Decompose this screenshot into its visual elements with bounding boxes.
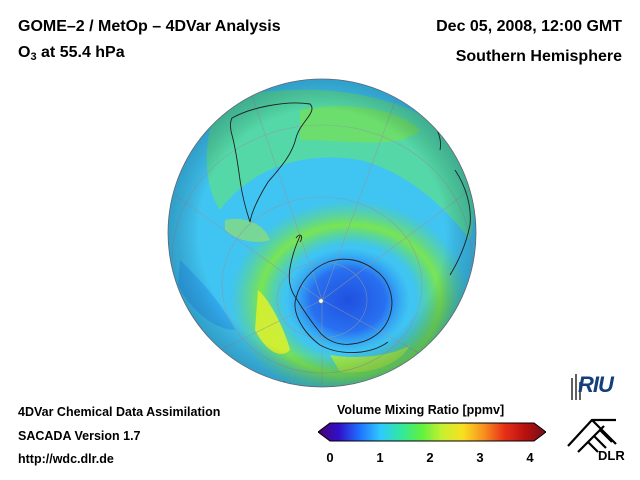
species-subscript: 3 (30, 51, 37, 63)
colorbar-title: Volume Mixing Ratio [ppmv] (337, 403, 505, 417)
colorbar-tick-0: 0 (326, 450, 334, 465)
colorbar-tick-4: 4 (526, 450, 534, 465)
region-label: Southern Hemisphere (455, 48, 622, 65)
species-name: O (18, 44, 31, 61)
species-level-title: O3 at 55.4 hPa (18, 44, 125, 63)
globe-field (168, 79, 476, 387)
colorbar-tick-1: 1 (376, 450, 384, 465)
riu-logo-text: RIU (578, 372, 614, 397)
colorbar (318, 422, 546, 442)
colorbar-gradient (318, 422, 546, 442)
riu-logo-icon (571, 374, 581, 400)
footer-version-label: SACADA Version 1.7 (18, 429, 141, 443)
footer-assimilation-label: 4DVar Chemical Data Assimilation (18, 405, 221, 419)
dlr-logo-icon (567, 418, 617, 453)
level-label: at 55.4 hPa (36, 44, 125, 61)
datetime-label: Dec 05, 2008, 12:00 GMT (436, 18, 622, 35)
colorbar-tick-2: 2 (426, 450, 434, 465)
colorbar-tick-3: 3 (476, 450, 484, 465)
dlr-logo-text: DLR (598, 448, 625, 463)
analysis-title: GOME–2 / MetOp – 4DVar Analysis (18, 18, 281, 35)
footer-url-link[interactable]: http://wdc.dlr.de (18, 452, 114, 466)
globe-outline (167, 78, 477, 388)
